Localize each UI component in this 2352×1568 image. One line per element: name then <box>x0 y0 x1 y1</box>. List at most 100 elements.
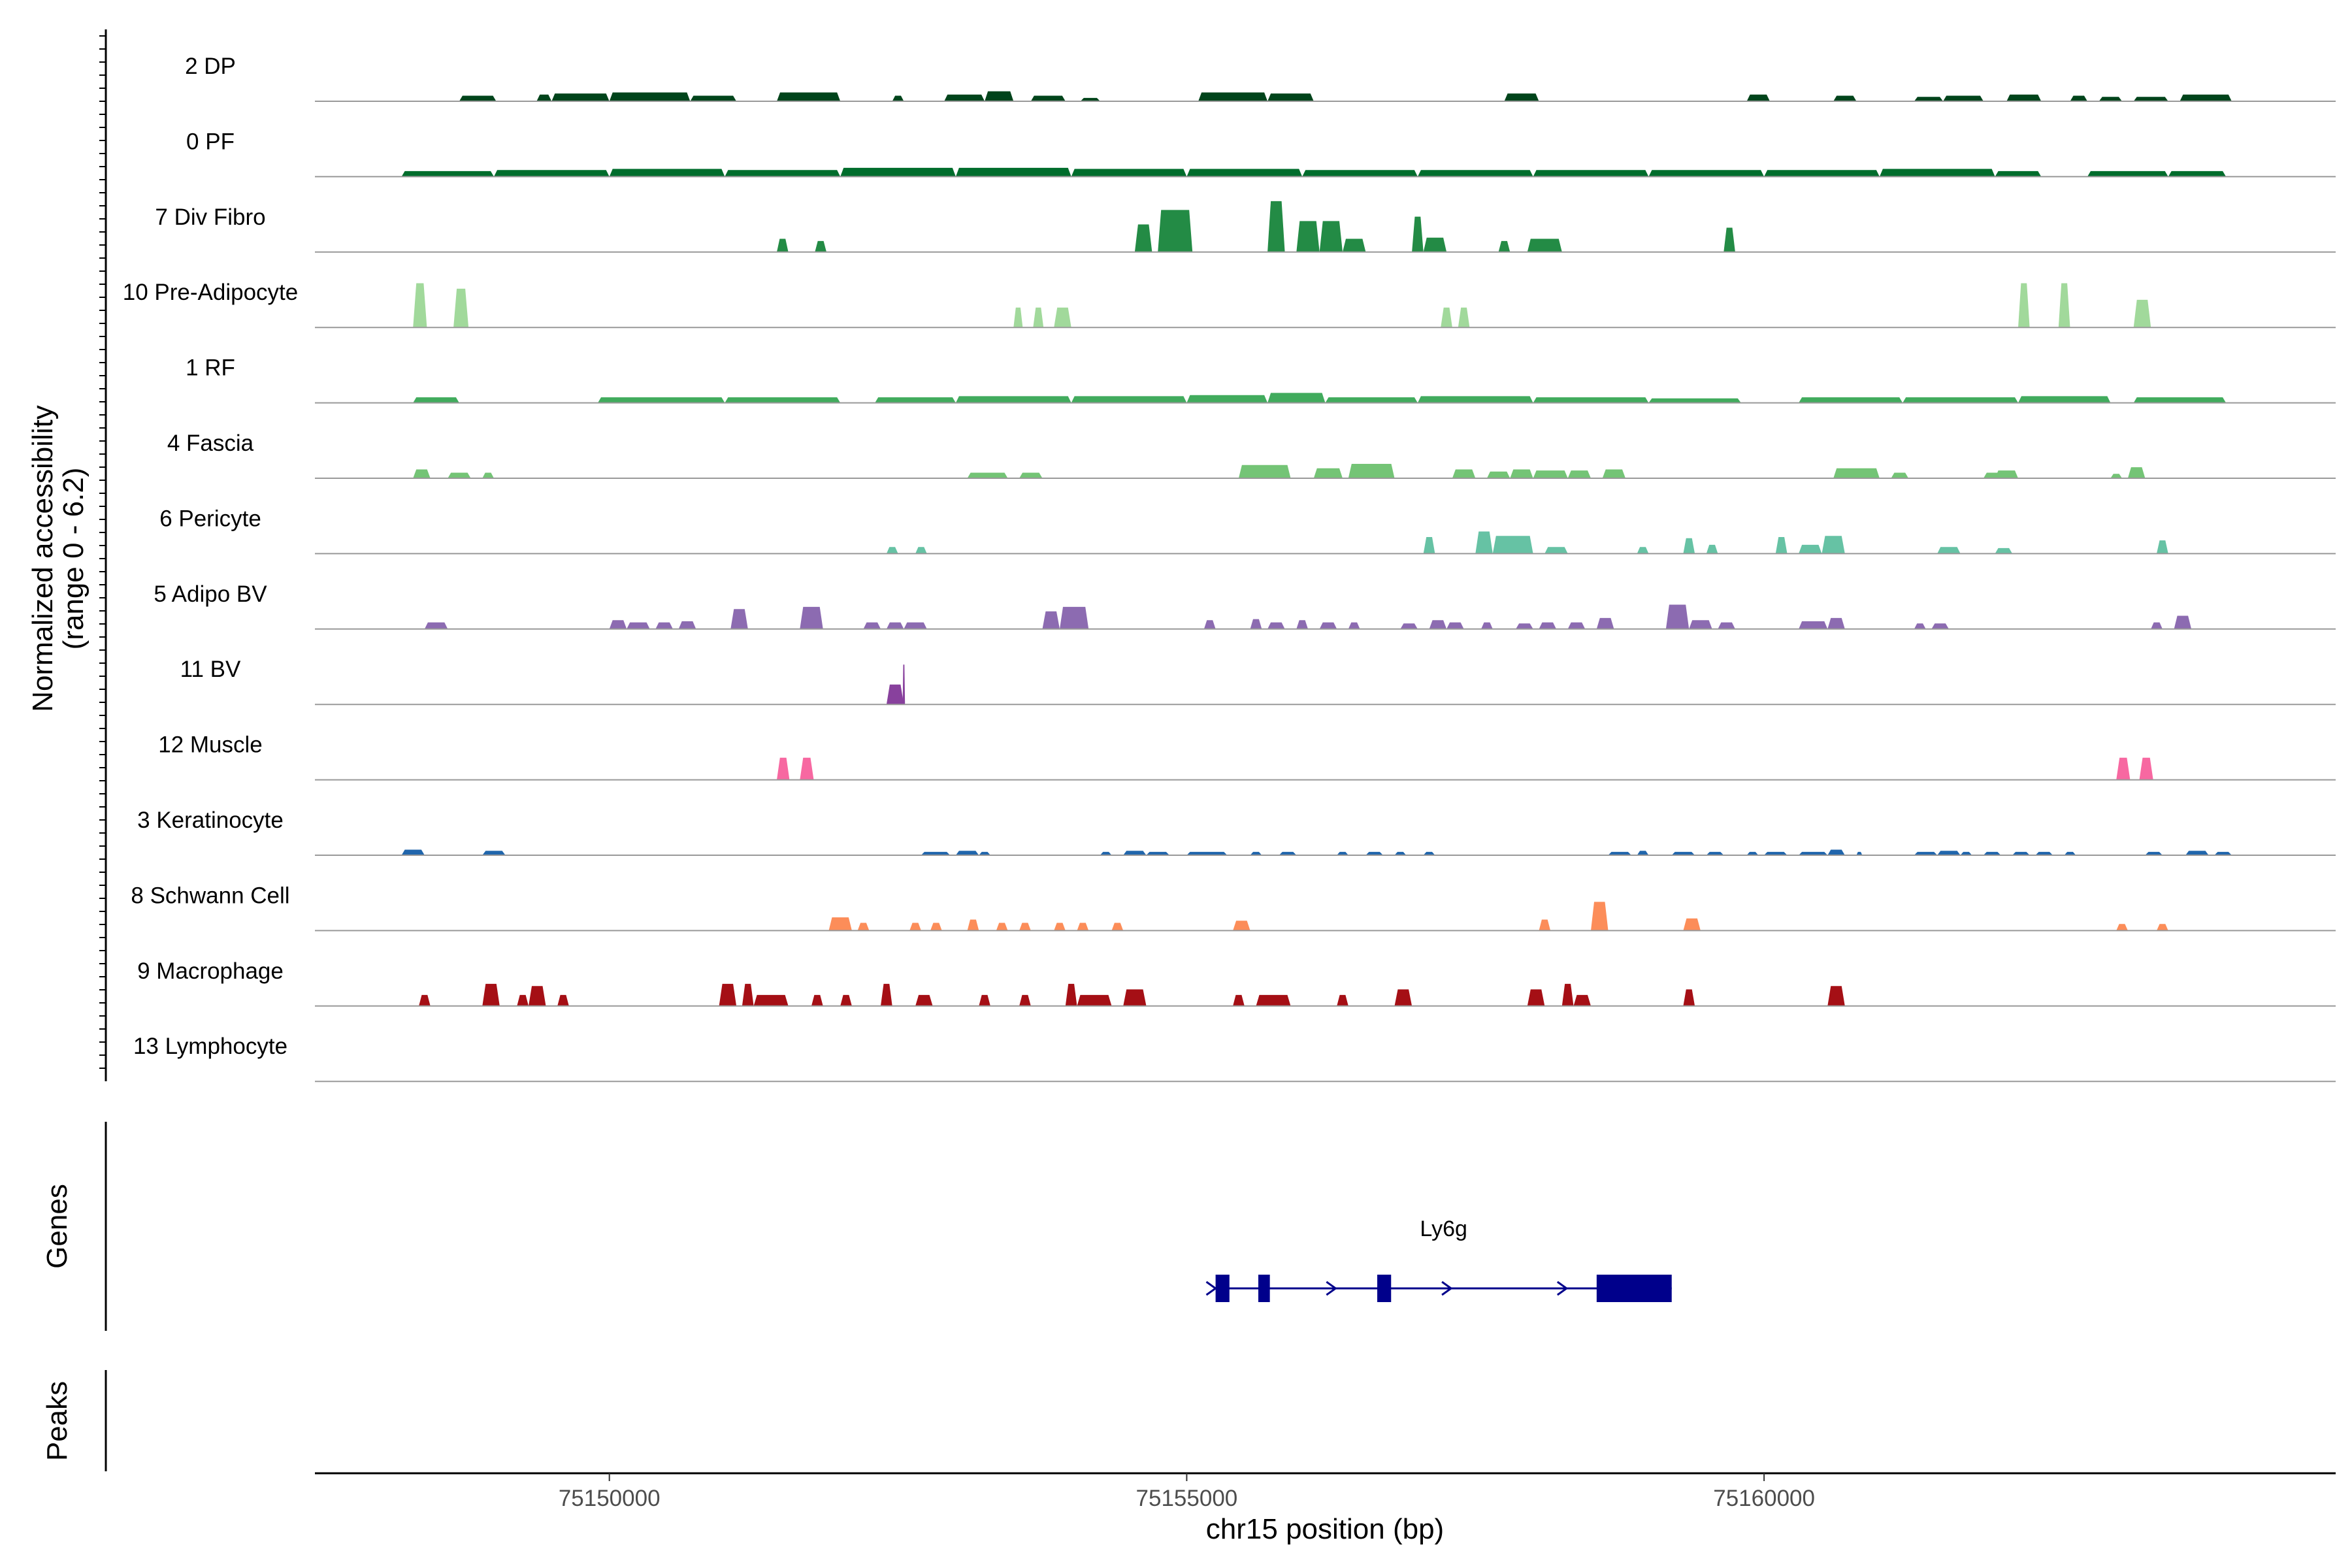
track-5-adipo-bv: 5 Adipo BV <box>154 581 2336 630</box>
coverage-peak <box>2157 540 2168 554</box>
coverage-peak <box>1296 221 1320 252</box>
coverage-peak <box>1238 465 1291 478</box>
coverage-peak <box>996 923 1008 931</box>
track-3-keratinocyte: 3 Keratinocyte <box>137 808 2336 856</box>
coverage-peak <box>857 923 870 931</box>
track-label-0-pf: 0 PF <box>186 129 235 154</box>
coverage-peak <box>1833 95 1857 101</box>
coverage-peak <box>2180 94 2232 101</box>
track-label-5-adipo-bv: 5 Adipo BV <box>154 581 267 607</box>
coverage-peak <box>1799 397 1903 403</box>
track-label-13-lymphocyte: 13 Lymphocyte <box>133 1034 287 1059</box>
coverage-peak <box>892 95 904 101</box>
track-label-3-keratinocyte: 3 Keratinocyte <box>137 808 284 833</box>
coverage-peak <box>1412 216 1424 252</box>
coverage-peak <box>1203 620 1216 629</box>
coverage-peak <box>1683 918 1701 931</box>
coverage-peak <box>401 849 425 855</box>
coverage-peak <box>811 994 823 1006</box>
coverage-peak <box>1313 468 1343 478</box>
coverage-peak <box>1827 617 1845 629</box>
coverage-peak <box>1481 622 1493 629</box>
track-label-2-dp: 2 DP <box>185 54 236 79</box>
coverage-peak <box>1648 398 1741 403</box>
coverage-peak <box>1267 201 1285 252</box>
coverage-peak <box>1123 989 1147 1006</box>
coverage-peak <box>886 547 898 554</box>
coverage-peak <box>915 547 927 554</box>
strand-arrow-icon <box>1326 1281 1337 1296</box>
coverage-peak <box>800 757 814 780</box>
coverage-peak <box>777 757 790 780</box>
coverage-peak <box>482 983 500 1006</box>
track-4-fascia: 4 Fascia <box>167 431 2336 479</box>
coverage-peak <box>1723 227 1735 252</box>
coverage-peak <box>1567 622 1586 629</box>
coverage-peak <box>1591 902 1609 931</box>
coverage-peak <box>413 469 431 478</box>
track-12-muscle: 12 Muscle <box>158 732 2336 781</box>
coverage-peak <box>1914 851 1938 855</box>
coverage-peak <box>1030 95 1066 101</box>
coverage-peak <box>2133 299 2151 328</box>
coverage-peak <box>401 171 494 177</box>
track-label-7-div-fibro: 7 Div Fibro <box>155 204 265 230</box>
coverage-peak <box>1799 851 1828 855</box>
coverage-peak <box>1821 536 1845 554</box>
coverage-peak <box>1995 171 2042 177</box>
coverage-peak <box>2110 474 2122 478</box>
coverage-peak <box>921 851 951 855</box>
coverage-peak <box>840 167 956 177</box>
coverage-peak <box>1429 620 1447 629</box>
coverage-peak <box>1492 536 1533 554</box>
coverage-peak <box>1648 170 1765 177</box>
coverage-peak <box>1665 604 1690 629</box>
coverage-peak <box>627 622 650 629</box>
track-11-bv: 11 BV <box>180 657 2336 706</box>
coverage-peak <box>655 622 673 629</box>
coverage-peak <box>1071 396 1187 403</box>
coverage-peak <box>840 994 852 1006</box>
coverage-peak <box>2116 757 2131 780</box>
coverage-peak <box>1544 547 1568 554</box>
coverage-peak <box>1799 544 1822 554</box>
coverage-peak <box>1348 464 1395 478</box>
coverage-peak <box>536 94 552 101</box>
coverage-peak <box>2070 95 2087 101</box>
coverage-peak <box>1198 92 1268 101</box>
track-9-macrophage: 9 Macrophage <box>137 958 2336 1007</box>
coverage-peak <box>1960 851 1972 855</box>
coverage-peak <box>609 92 691 101</box>
coverage-peak <box>551 93 610 101</box>
x-axis-ticks: 75150000 75155000 75160000 <box>559 1473 1815 1511</box>
coverage-peak <box>863 622 881 629</box>
coverage-peak <box>1123 851 1147 855</box>
coverage-peak <box>1510 469 1533 478</box>
track-label-10-pre-adipocyte: 10 Pre-Adipocyte <box>123 280 298 305</box>
coverage-peak <box>1746 851 1759 855</box>
coverage-peak <box>1498 240 1511 252</box>
coverage-peak <box>1054 307 1071 328</box>
coverage-peak <box>1365 851 1383 855</box>
coverage-peak <box>1533 470 1568 478</box>
coverage-peak <box>1441 307 1452 328</box>
coverage-peak <box>1486 471 1511 478</box>
coverage-peak <box>1561 983 1574 1006</box>
coverage-peak <box>1539 622 1556 629</box>
coverage-peak <box>886 622 904 629</box>
coverage-peak <box>1827 849 1845 855</box>
coverage-peak <box>1527 238 1562 252</box>
coverage-peak <box>1891 472 1909 478</box>
coverage-peak <box>1065 983 1077 1006</box>
gene-name-label: Ly6g <box>1420 1217 1467 1241</box>
coverage-peak <box>2099 97 2122 101</box>
coverage-peak <box>915 994 933 1006</box>
coverage-peak <box>753 994 789 1006</box>
coverage-peak <box>482 851 506 855</box>
coverage-peak <box>742 983 754 1006</box>
genes-panel-label: Genes <box>41 1184 73 1269</box>
strand-arrow-icon <box>1556 1281 1569 1296</box>
coverage-peak <box>2087 171 2168 177</box>
coverage-peak <box>453 288 469 328</box>
x-tick-label: 75160000 <box>1713 1486 1815 1511</box>
